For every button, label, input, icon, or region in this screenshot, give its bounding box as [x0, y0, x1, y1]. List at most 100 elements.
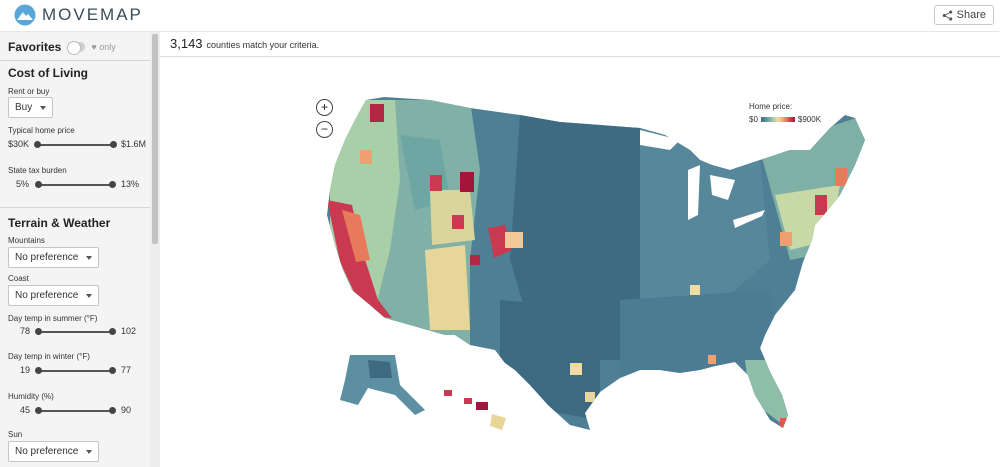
state-tax-min: 5%: [16, 179, 30, 189]
divider: [160, 56, 1000, 57]
zoom-in-button[interactable]: +: [316, 99, 333, 116]
slider-handle-max[interactable]: [110, 141, 117, 148]
humidity-label: Humidity (%): [8, 392, 54, 401]
divider: [0, 207, 150, 208]
region-nevada-az[interactable]: [425, 245, 470, 330]
slider-handle-max[interactable]: [109, 367, 116, 374]
alaska-interior[interactable]: [368, 360, 392, 378]
humidity-min: 45: [20, 405, 31, 415]
state-tax-max: 13%: [121, 179, 140, 189]
winter-temp-min: 19: [20, 365, 31, 375]
hawaii[interactable]: [444, 390, 506, 430]
slider-handle-max[interactable]: [109, 181, 116, 188]
rent-or-buy-value: Buy: [15, 102, 33, 113]
us-county-map[interactable]: [160, 57, 1000, 467]
scrollbar-thumb[interactable]: [152, 34, 158, 244]
legend-color-bar: [760, 117, 795, 122]
hotspot-telluride[interactable]: [470, 255, 480, 265]
logo[interactable]: MOVEMAP: [14, 4, 143, 26]
summer-temp-label: Day temp in summer (°F): [8, 314, 98, 323]
hotspot-boston[interactable]: [835, 168, 847, 186]
chevron-down-icon: [86, 255, 93, 260]
slider-track: [38, 370, 112, 372]
hotspot-jackson[interactable]: [460, 172, 474, 192]
region-plains[interactable]: [510, 115, 660, 360]
legend-min: $0: [749, 115, 758, 124]
home-price-min: $30K: [8, 139, 30, 149]
hotspot-bay-area[interactable]: [342, 210, 370, 262]
share-button[interactable]: Share: [933, 5, 994, 25]
state-tax-slider[interactable]: 5% 13%: [8, 178, 148, 192]
summer-temp-min: 78: [20, 326, 31, 336]
chevron-down-icon: [86, 293, 93, 298]
sun-value: No preference: [15, 446, 79, 457]
share-label: Share: [956, 9, 986, 21]
hawaii-oahu[interactable]: [464, 398, 472, 404]
slider-handle-min[interactable]: [35, 181, 42, 188]
lake-erie: [733, 210, 765, 228]
zoom-out-button[interactable]: −: [316, 121, 333, 138]
filters-sidebar: Favorites ♥ only Cost of Living Rent or …: [0, 32, 150, 467]
cost-of-living-title: Cost of Living: [8, 66, 88, 80]
hotspot-park-city[interactable]: [452, 215, 464, 229]
terrain-weather-title: Terrain & Weather: [8, 216, 111, 230]
coast-label: Coast: [8, 274, 29, 283]
hotspot-denver[interactable]: [505, 232, 523, 248]
slider-handle-min[interactable]: [34, 141, 41, 148]
rent-or-buy-select[interactable]: Buy: [8, 97, 54, 118]
hotspot-gulf[interactable]: [708, 355, 716, 364]
slider-track: [38, 184, 112, 186]
alaska[interactable]: [340, 355, 425, 415]
logo-text: MOVEMAP: [42, 5, 143, 24]
hotspot-portland[interactable]: [360, 150, 372, 164]
hotspot-miami[interactable]: [780, 418, 790, 430]
sun-select[interactable]: No preference: [8, 441, 100, 462]
slider-track: [38, 331, 112, 333]
sun-label: Sun: [8, 430, 23, 439]
hawaii-kauai[interactable]: [444, 390, 452, 396]
lake-huron: [710, 175, 735, 200]
coast-value: No preference: [15, 290, 79, 301]
hotspot-austin[interactable]: [570, 363, 582, 375]
slider-track: [37, 144, 113, 146]
summer-temp-slider[interactable]: 78 102: [8, 325, 148, 339]
hawaii-maui[interactable]: [476, 402, 488, 410]
chevron-down-icon: [40, 105, 47, 110]
humidity-max: 90: [121, 405, 132, 415]
hotspot-atlanta[interactable]: [690, 285, 700, 295]
sidebar-scrollbar[interactable]: [150, 32, 160, 467]
legend-max: $900K: [797, 115, 822, 124]
lake-superior: [640, 130, 680, 150]
favorites-title: Favorites: [8, 40, 62, 54]
mountains-select[interactable]: No preference: [8, 247, 100, 268]
share-icon: [942, 9, 952, 21]
humidity-slider[interactable]: 45 90: [8, 404, 148, 418]
slider-handle-min[interactable]: [35, 367, 42, 374]
hotspot-houston[interactable]: [585, 392, 595, 402]
summer-temp-max: 102: [121, 326, 137, 336]
winter-temp-slider[interactable]: 19 77: [8, 364, 148, 378]
rent-or-buy-label: Rent or buy: [8, 87, 50, 96]
region-midwest[interactable]: [640, 125, 770, 320]
favorites-only-toggle[interactable]: [67, 41, 86, 55]
state-tax-label: State tax burden: [8, 166, 67, 175]
legend-scale: $0 $900K: [749, 115, 821, 124]
hotspot-sun-valley[interactable]: [430, 175, 442, 191]
slider-handle-min[interactable]: [35, 407, 42, 414]
slider-handle-max[interactable]: [109, 328, 116, 335]
hotspot-seattle[interactable]: [370, 104, 384, 122]
app-header: MOVEMAP Share: [0, 0, 1000, 32]
lake-michigan: [688, 165, 700, 220]
hotspot-dc[interactable]: [780, 232, 792, 246]
home-price-slider[interactable]: $30K $1.6M: [8, 138, 148, 152]
hawaii-big-island[interactable]: [490, 414, 506, 430]
match-count-number: 3,143: [170, 36, 203, 51]
coast-select[interactable]: No preference: [8, 285, 100, 306]
slider-handle-min[interactable]: [35, 328, 42, 335]
slider-handle-max[interactable]: [109, 407, 116, 414]
slider-track: [38, 410, 112, 412]
hotspot-nyc[interactable]: [815, 195, 827, 215]
legend-title: Home price:: [749, 102, 793, 111]
mountains-value: No preference: [15, 252, 79, 263]
match-count-text: counties match your criteria.: [206, 40, 320, 50]
